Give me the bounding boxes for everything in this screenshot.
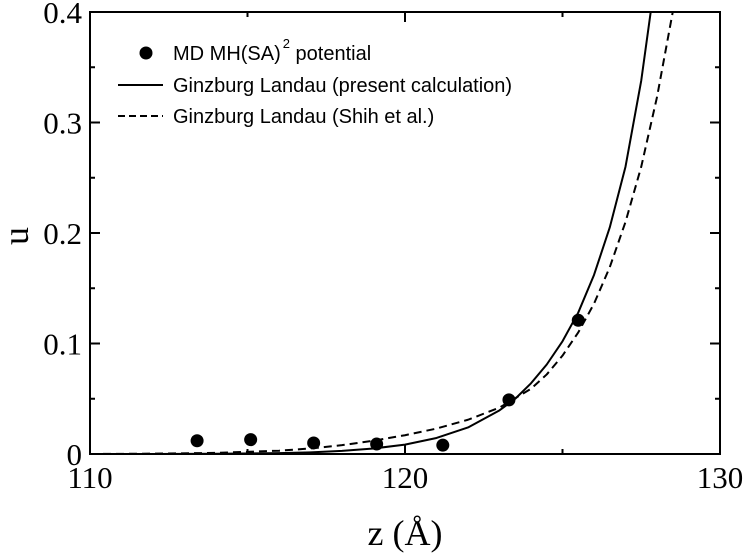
legend-label-md-sup: 2 [283,36,290,51]
x-tick-label: 130 [697,460,744,495]
y-tick-label: 0.3 [43,106,82,141]
data-point [307,436,321,450]
x-tick-labels: 110 120 130 [67,460,743,495]
legend-marker-md [139,46,153,60]
legend-label-md-name: MD MH(SA) [173,43,281,65]
legend-label-present: Ginzburg Landau (present calculation) [173,75,512,97]
x-axis-title: z (Å) [368,513,443,553]
plot-frame [89,11,721,455]
x-tick-label: 120 [382,460,429,495]
data-point [436,438,450,452]
x-tick-label: 110 [67,460,112,495]
series-line-present [90,12,652,454]
series-layer [90,12,674,454]
legend-label-md: MD MH(SA) 2 potential [173,36,371,65]
legend-label-shih: Ginzburg Landau (Shih et al.) [173,106,434,128]
y-tick-label: 0.1 [43,327,82,362]
axis-ticks [89,11,721,455]
y-tick-label: 0 [67,437,83,472]
legend: MD MH(SA) 2 potential Ginzburg Landau (pr… [118,36,512,128]
data-point [244,433,258,447]
data-point [190,434,204,448]
legend-label-md-suffix: potential [290,43,371,65]
series-line-shih [90,12,674,454]
y-tick-labels: 0 0.1 0.2 0.3 0.4 [43,0,82,472]
y-tick-label: 0.4 [43,0,82,30]
y-tick-label: 0.2 [43,216,82,251]
y-axis-title: u [0,227,36,245]
